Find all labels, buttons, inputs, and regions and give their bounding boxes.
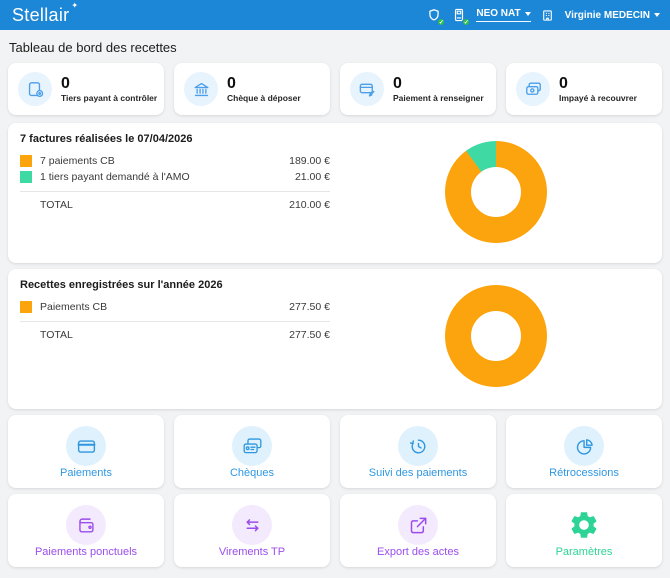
nav-card-virements-tp[interactable]: Virements TP [174,494,330,567]
total-amount: 277.50 € [289,329,330,341]
header-actions: ✓ ✓ NEO NAT Virginie MEDECIN [426,7,660,23]
nav-label: Paiements [60,467,112,479]
nav-card-cheques[interactable]: Chèques [174,415,330,488]
kpi-row: 0 Tiers payant à contrôler 0 Chèque à dé… [8,63,662,115]
nav-label: Suivi des paiements [369,467,467,479]
nav-card-retrocessions[interactable]: Rétrocessions [506,415,662,488]
stat-card-tiers-payant[interactable]: 0 Tiers payant à contrôler [8,63,164,115]
chart-title: Recettes enregistrées sur l'année 2026 [20,279,650,291]
nav-card-export-actes[interactable]: Export des actes [340,494,496,567]
nav-label: Chèques [230,467,274,479]
stat-label: Chèque à déposer [227,93,301,103]
legend-label: 1 tiers payant demandé à l'AMO [40,171,190,183]
top-app-bar: Stellair✦ ✓ ✓ NEO NAT Virginie MEDECIN [0,0,670,30]
legend-divider [20,191,330,192]
nav-card-paiements[interactable]: Paiements [8,415,164,488]
nav-card-paiements-ponctuels[interactable]: Paiements ponctuels [8,494,164,567]
stat-value: 0 [559,75,637,92]
wallet-icon [66,505,106,545]
brand-logo: Stellair✦ [12,5,77,26]
donut-chart-yearly-revenue [445,285,547,387]
nav-label: Paiements ponctuels [35,546,137,558]
external-link-icon [398,505,438,545]
nav-label: Paramètres [556,546,613,558]
brand-text: Stellair [12,5,69,25]
chart-legend: 7 paiements CB 189.00 € 1 tiers payant d… [20,153,330,211]
legend-amount: 189.00 € [289,155,330,167]
pie-chart-icon [564,426,604,466]
donut-hole [471,311,521,361]
gear-icon [564,505,604,545]
stat-value: 0 [61,75,157,92]
stat-value: 0 [393,75,484,92]
credit-card-icon [66,426,106,466]
stat-card-cheque[interactable]: 0 Chèque à déposer [174,63,330,115]
legend-row: 1 tiers payant demandé à l'AMO 21.00 € [20,169,330,185]
card-edit-icon [350,72,384,106]
legend-amount: 21.00 € [295,171,330,183]
organization-name: NEO NAT [476,8,520,19]
legend-swatch [20,301,32,313]
stat-label: Tiers payant à contrôler [61,93,157,103]
page-title: Tableau de bord des recettes [9,40,662,55]
nav-label: Export des actes [377,546,459,558]
cards-stack-icon [516,72,550,106]
chevron-down-icon [525,12,531,16]
card-reader-status-icon[interactable]: ✓ [451,7,467,23]
card-check-icon [18,72,52,106]
vitale-card-status-icon[interactable]: ✓ [426,7,442,23]
chart-card-daily-invoices: 7 factures réalisées le 07/04/2026 7 pai… [8,123,662,263]
sparkle-icon: ✦ [71,1,78,10]
cheque-icon [232,426,272,466]
legend-swatch [20,155,32,167]
nav-label: Virements TP [219,546,285,558]
total-row: TOTAL 277.50 € [20,329,330,341]
total-row: TOTAL 210.00 € [20,199,330,211]
check-badge-icon: ✓ [437,18,445,26]
nav-label: Rétrocessions [549,467,619,479]
stat-card-paiement[interactable]: 0 Paiement à renseigner [340,63,496,115]
practice-building-icon [540,7,556,23]
chevron-down-icon [654,13,660,17]
nav-card-suivi-paiements[interactable]: Suivi des paiements [340,415,496,488]
check-badge-icon: ✓ [462,18,470,26]
stat-card-impaye[interactable]: 0 Impayé à recouvrer [506,63,662,115]
legend-row: 7 paiements CB 189.00 € [20,153,330,169]
total-amount: 210.00 € [289,199,330,211]
legend-label: 7 paiements CB [40,155,115,167]
stat-value: 0 [227,75,301,92]
stat-label: Paiement à renseigner [393,93,484,103]
legend-amount: 277.50 € [289,301,330,313]
stat-label: Impayé à recouvrer [559,93,637,103]
chart-legend: Paiements CB 277.50 € TOTAL 277.50 € [20,299,330,341]
donut-hole [471,167,521,217]
bank-icon [184,72,218,106]
donut-chart-daily-invoices [445,141,547,243]
transfer-arrows-icon [232,505,272,545]
chart-card-yearly-revenue: Recettes enregistrées sur l'année 2026 P… [8,269,662,409]
legend-row: Paiements CB 277.50 € [20,299,330,315]
user-name: Virginie MEDECIN [565,10,650,21]
history-clock-icon [398,426,438,466]
legend-label: Paiements CB [40,301,107,313]
total-label: TOTAL [40,329,73,341]
nav-card-parametres[interactable]: Paramètres [506,494,662,567]
total-label: TOTAL [40,199,73,211]
chart-title: 7 factures réalisées le 07/04/2026 [20,133,650,145]
legend-swatch [20,171,32,183]
legend-divider [20,321,330,322]
navigation-grid: Paiements Chèques Suivi des paiements Ré… [8,415,662,567]
organization-selector[interactable]: NEO NAT [476,8,530,22]
user-selector[interactable]: Virginie MEDECIN [565,10,660,21]
